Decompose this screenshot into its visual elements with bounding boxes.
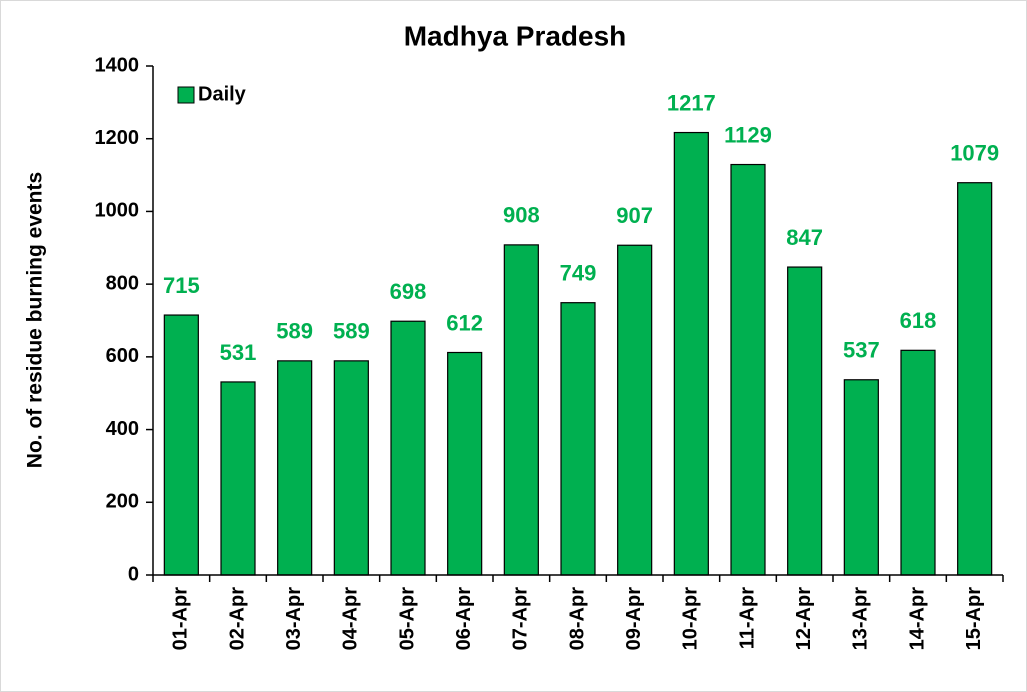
x-tick-label: 09-Apr (623, 587, 645, 651)
x-tick-label: 01-Apr (170, 587, 192, 651)
y-tick-label: 800 (106, 272, 139, 294)
bar (843, 379, 879, 576)
y-tick-label: 1400 (95, 54, 140, 76)
data-label: 908 (503, 203, 540, 228)
chart-title: Madhya Pradesh (404, 20, 627, 51)
data-label: 698 (390, 279, 427, 304)
bar (447, 351, 483, 576)
data-label: 715 (163, 273, 200, 298)
bar (560, 302, 596, 576)
x-tick-label: 12-Apr (793, 587, 815, 651)
data-label: 537 (843, 338, 880, 363)
bar (277, 360, 313, 576)
y-tick-label: 1000 (95, 200, 140, 222)
x-tick-label: 06-Apr (453, 587, 475, 651)
bar (787, 266, 823, 576)
data-label: 1217 (667, 90, 716, 115)
bar (220, 381, 256, 576)
data-label: 1129 (724, 122, 772, 147)
x-tick-label: 02-Apr (226, 587, 248, 651)
data-label: 907 (616, 203, 653, 228)
x-tick-label: 13-Apr (850, 587, 872, 651)
x-tick-label: 08-Apr (566, 587, 588, 651)
y-tick-label: 1200 (95, 127, 140, 149)
x-tick-label: 15-Apr (963, 587, 985, 651)
legend-label: Daily (198, 83, 247, 105)
x-tick-label: 14-Apr (906, 587, 928, 651)
x-tick-label: 10-Apr (680, 587, 702, 651)
bar (900, 349, 936, 576)
bar (333, 360, 369, 576)
data-label: 531 (220, 340, 257, 365)
y-tick-label: 400 (106, 418, 139, 440)
bar (163, 314, 199, 576)
bar (673, 131, 709, 576)
data-label: 847 (786, 225, 823, 250)
y-axis-label: No. of residue burning events (24, 172, 47, 468)
data-label: 749 (560, 260, 597, 285)
legend-swatch (177, 86, 195, 104)
data-label: 589 (276, 319, 313, 344)
bar (730, 163, 766, 576)
bar (503, 244, 539, 576)
bar (617, 244, 653, 576)
x-tick-label: 05-Apr (396, 587, 418, 651)
bar (390, 320, 426, 576)
data-label: 589 (333, 319, 370, 344)
x-tick-label: 07-Apr (510, 587, 532, 651)
bar (957, 182, 993, 576)
data-label: 1079 (950, 141, 999, 166)
data-label: 618 (900, 308, 937, 333)
x-tick-label: 04-Apr (340, 587, 362, 651)
y-tick-label: 200 (106, 491, 139, 513)
y-tick-label: 0 (128, 563, 139, 585)
x-tick-label: 11-Apr (736, 587, 758, 649)
y-tick-label: 600 (106, 345, 139, 367)
x-tick-label: 03-Apr (283, 587, 305, 651)
data-label: 612 (446, 310, 483, 335)
